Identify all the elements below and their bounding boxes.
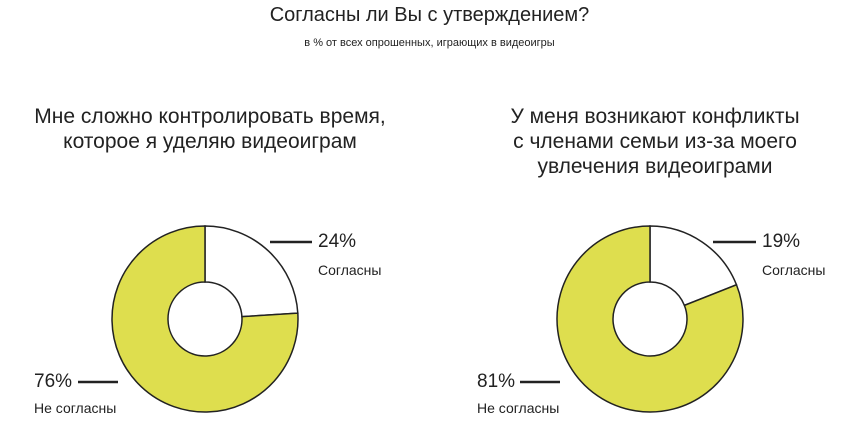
donut-1-slice-agree — [204, 225, 299, 318]
chart-2-title-line: У меня возникают конфликты — [510, 105, 800, 128]
data-label-agree-1: 24% — [318, 231, 357, 252]
chart-2-title-line: увлечения видеоиграми — [537, 155, 773, 178]
donut-1-slice-disagree — [111, 225, 299, 413]
legend-label-disagree-2: Не согласны — [477, 400, 560, 416]
donut-2-slice-agree — [649, 225, 738, 307]
chart-2-title-line: с членами семьи из-за моего — [513, 130, 797, 153]
data-label-disagree-2: 81% — [477, 371, 516, 392]
donut-2-slice-disagree — [556, 225, 744, 413]
legend-label-agree-2: Согласны — [762, 262, 826, 278]
data-label-agree-2: 19% — [762, 231, 801, 252]
chart-2-title: У меня возникают конфликты с членами сем… — [435, 104, 859, 179]
legend-label-disagree-1: Не согласны — [34, 400, 117, 416]
chart-1-title-line: которое я уделяю видеоиграм — [63, 130, 357, 153]
data-label-disagree-1: 76% — [34, 371, 73, 392]
legend-label-agree-1: Согласны — [318, 262, 382, 278]
chart-1-title-line: Мне сложно контролировать время, — [34, 105, 386, 128]
chart-subtitle: в % от всех опрошенных, играющих в видео… — [304, 37, 555, 49]
chart-title: Согласны ли Вы с утверждением? — [269, 4, 590, 26]
chart-1-title: Мне сложно контролировать время, которое… — [0, 104, 430, 154]
